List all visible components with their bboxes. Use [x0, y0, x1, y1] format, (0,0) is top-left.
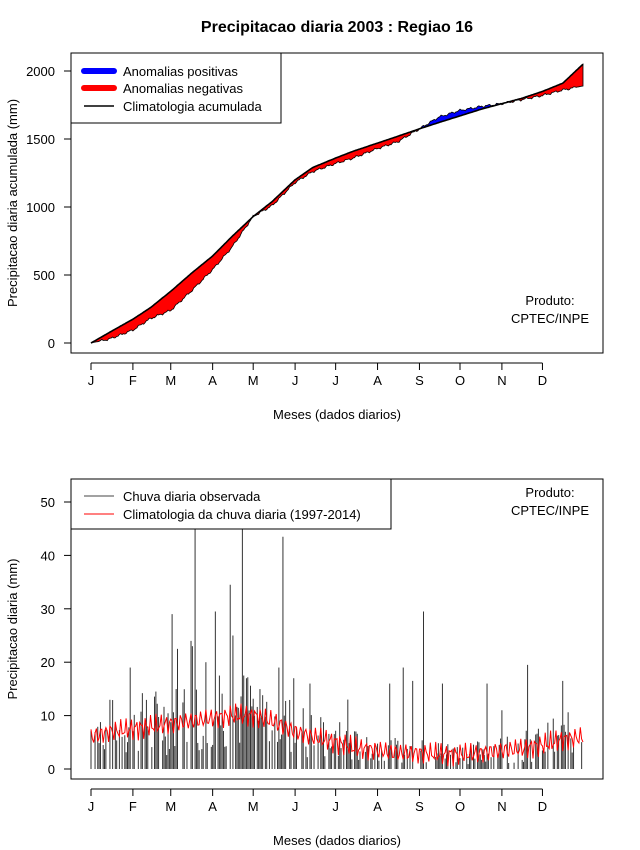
x-tick-label: O: [455, 799, 465, 814]
x-tick-label: D: [538, 799, 547, 814]
x-axis-label: Meses (dados diarios): [273, 833, 401, 848]
chart-title: Precipitacao diaria 2003 : Regiao 16: [201, 19, 473, 36]
x-tick-label: N: [497, 799, 506, 814]
daily-chart: 0 10 20 30 40 50 J F M A M J J A S O N D Precipitacao di…: [5, 478, 604, 848]
y-axis-label: Precipitacao diaria acumulada (mm): [5, 99, 20, 307]
x-tick-label: S: [415, 373, 424, 388]
negative-anomaly-area: [90, 216, 253, 344]
x-tick-label: F: [129, 799, 137, 814]
annotation-cptec: CPTEC/INPE: [511, 503, 589, 518]
observed-bars: [90, 491, 583, 769]
x-tick-label: A: [208, 373, 217, 388]
x-tick-label: A: [208, 799, 217, 814]
legend: Chuva diaria observada Climatologia da c…: [70, 478, 392, 530]
annotation-produto: Produto:: [525, 485, 574, 500]
annotation-produto: Produto:: [525, 293, 574, 308]
x-tick-label: M: [248, 373, 259, 388]
legend-label-negative: Anomalias negativas: [123, 81, 243, 96]
x-tick-label: J: [332, 373, 339, 388]
legend-label-climatology: Climatologia da chuva diaria (1997-2014): [123, 507, 361, 522]
y-tick-label: 30: [41, 602, 55, 617]
legend-box: [70, 478, 392, 530]
climatology-cumulative-line: [90, 63, 584, 344]
x-tick-label: A: [373, 799, 382, 814]
x-tick-label: D: [538, 373, 547, 388]
x-tick-label: J: [292, 799, 299, 814]
legend-label-climatology: Climatologia acumulada: [123, 99, 263, 114]
y-axis: 0 500 1000 1500 2000: [26, 64, 71, 351]
y-tick-label: 500: [33, 268, 55, 283]
y-axis: 0 10 20 30 40 50: [41, 495, 71, 777]
y-tick-label: 10: [41, 709, 55, 724]
x-tick-label: S: [415, 799, 424, 814]
x-tick-label: J: [88, 373, 95, 388]
negative-anomaly-area: [252, 128, 419, 218]
x-tick-label: J: [292, 373, 299, 388]
cumulative-chart: 0 500 1000 1500 2000 J F M A M J J A S O N D Precipitac…: [5, 52, 604, 422]
legend-label-observed: Chuva diaria observada: [123, 489, 261, 504]
y-tick-label: 1000: [26, 200, 55, 215]
x-axis-label: Meses (dados diarios): [273, 407, 401, 422]
y-tick-label: 50: [41, 495, 55, 510]
x-tick-label: A: [373, 373, 382, 388]
y-tick-label: 0: [48, 336, 55, 351]
x-tick-label: F: [129, 373, 137, 388]
x-tick-label: M: [165, 799, 176, 814]
x-tick-label: M: [248, 799, 259, 814]
legend-label-positive: Anomalias positivas: [123, 64, 238, 79]
plot-frame: [70, 52, 604, 354]
x-tick-label: N: [497, 373, 506, 388]
x-tick-label: J: [332, 799, 339, 814]
climatology-daily-line: [90, 703, 584, 767]
y-tick-label: 2000: [26, 64, 55, 79]
y-tick-label: 1500: [26, 132, 55, 147]
annotation-cptec: CPTEC/INPE: [511, 311, 589, 326]
x-tick-label: O: [455, 373, 465, 388]
x-tick-label: J: [88, 799, 95, 814]
legend: Anomalias positivas Anomalias negativas …: [70, 52, 282, 124]
y-axis-label: Precipitacao diaria (mm): [5, 559, 20, 700]
y-tick-label: 40: [41, 548, 55, 563]
x-tick-label: M: [165, 373, 176, 388]
y-tick-label: 0: [48, 762, 55, 777]
negative-anomaly-area: [515, 63, 584, 102]
y-tick-label: 20: [41, 655, 55, 670]
